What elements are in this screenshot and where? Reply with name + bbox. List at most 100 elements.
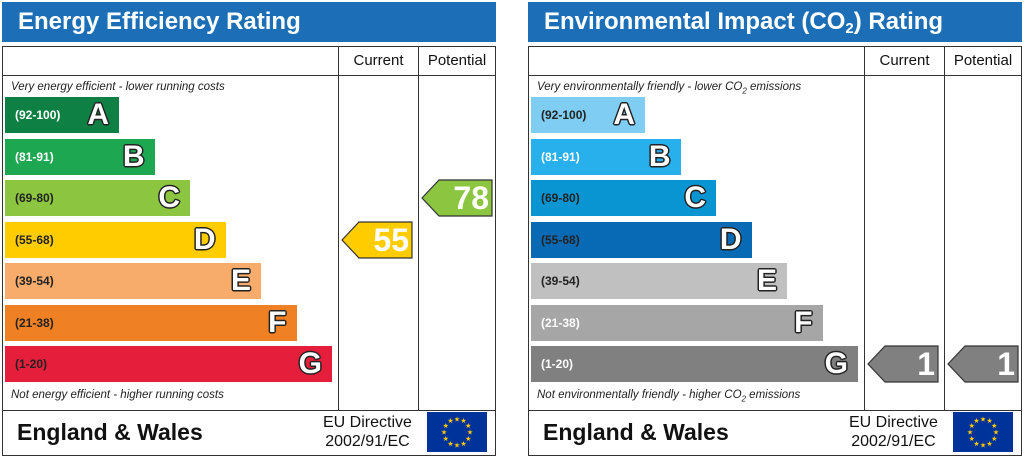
- environment-directive-line2: 2002/91/EC: [851, 433, 936, 450]
- energy-title: Energy Efficiency Rating: [2, 2, 496, 42]
- rating-value: 55: [373, 221, 409, 258]
- band-a: (92-100) A: [531, 97, 645, 133]
- band-c: (69-80) C: [5, 180, 190, 216]
- svg-text:★: ★: [986, 440, 992, 448]
- energy-potential-arrow: 78: [421, 179, 493, 217]
- band-letter: B: [648, 139, 671, 173]
- energy-top-note: Very energy efficient - lower running co…: [11, 81, 225, 93]
- environment-potential-arrow: 1: [947, 345, 1019, 383]
- svg-text:★: ★: [969, 435, 975, 443]
- rating-arrow-shape: [947, 345, 1019, 383]
- svg-text:★: ★: [991, 435, 997, 443]
- band-range: (92-100): [15, 108, 61, 122]
- energy-bottom-note: Not energy efficient - higher running co…: [11, 389, 224, 401]
- energy-directive-line2: 2002/91/EC: [325, 433, 410, 450]
- svg-text:★: ★: [986, 417, 992, 425]
- band-d: (55-68) D: [531, 221, 752, 258]
- svg-text:★: ★: [465, 422, 471, 430]
- svg-text:★: ★: [454, 442, 460, 450]
- environment-col-current: Current: [879, 52, 930, 69]
- band-letter: A: [613, 98, 635, 131]
- svg-text:★: ★: [443, 422, 449, 430]
- band-range: (1-20): [541, 357, 574, 371]
- band-c: (69-80) C: [531, 180, 716, 216]
- band-letter: C: [684, 181, 706, 214]
- band-letter: G: [298, 347, 322, 380]
- band-letter: G: [824, 347, 848, 380]
- rating-value: 1: [917, 346, 935, 382]
- svg-text:★: ★: [980, 416, 986, 424]
- svg-text:★: ★: [441, 429, 447, 437]
- svg-text:★: ★: [447, 417, 453, 425]
- band-range: (1-20): [15, 357, 48, 371]
- svg-text:★: ★: [973, 417, 979, 425]
- svg-text:★: ★: [460, 417, 466, 425]
- environment-directive-line1: EU Directive: [849, 414, 938, 431]
- band-letter: C: [158, 181, 180, 214]
- rating-arrow-shape: [867, 345, 939, 383]
- svg-text:★: ★: [467, 429, 473, 437]
- band-letter: B: [122, 139, 145, 173]
- band-range: (81-91): [15, 149, 54, 164]
- svg-text:★: ★: [980, 442, 986, 450]
- environment-chart-frame: Current Potential Very environmentally f…: [528, 46, 1022, 456]
- band-letter: F: [794, 305, 813, 339]
- band-range: (92-100): [541, 108, 587, 122]
- band-range: (21-38): [15, 315, 54, 330]
- band-g: (1-20) G: [531, 346, 858, 382]
- environment-col-potential: Potential: [953, 52, 1013, 69]
- energy-col-potential: Potential: [427, 52, 487, 69]
- band-range: (55-68): [541, 232, 580, 247]
- band-letter: E: [230, 264, 251, 297]
- eu-flag-icon: ★★★★★★★★★ ★ ★★: [953, 412, 1013, 452]
- band-letter: A: [87, 98, 109, 131]
- svg-text:★: ★: [969, 422, 975, 430]
- environment-rating-panel: Environmental Impact (CO2) Rating Curren…: [528, 0, 1022, 459]
- energy-col-current: Current: [353, 52, 404, 69]
- band-d: (55-68) D: [5, 221, 226, 258]
- band-range: (39-54): [541, 274, 580, 288]
- svg-text:★: ★: [967, 429, 973, 437]
- svg-text:★: ★: [454, 416, 460, 424]
- band-e: (39-54) E: [531, 263, 787, 299]
- rating-arrow-shape: [421, 179, 493, 217]
- energy-chart-frame: Current Potential Very energy efficient …: [2, 46, 496, 456]
- band-f: (21-38) F: [5, 304, 297, 341]
- environment-footer-name: England & Wales: [543, 419, 729, 445]
- band-range: (55-68): [15, 232, 54, 247]
- band-e: (39-54) E: [5, 263, 261, 299]
- environment-current-arrow: 1: [867, 345, 939, 383]
- band-letter: D: [193, 222, 216, 256]
- environment-bottom-note: Not environmentally friendly - higher CO…: [537, 389, 801, 404]
- svg-text:★: ★: [447, 440, 453, 448]
- environment-top-note: Very environmentally friendly - lower CO…: [537, 81, 802, 96]
- band-b: (81-91) B: [531, 138, 681, 175]
- rating-value: 78: [453, 180, 489, 216]
- band-g: (1-20) G: [5, 346, 332, 382]
- environment-footer-directive: EU Directive 2002/91/EC: [849, 413, 938, 451]
- band-range: (39-54): [15, 274, 54, 288]
- eu-flag-icon: ★★★★★★★★★ ★ ★★: [427, 412, 487, 452]
- band-letter: D: [719, 222, 742, 256]
- energy-footer-name: England & Wales: [17, 419, 203, 445]
- band-range: (69-80): [541, 191, 580, 205]
- svg-text:★: ★: [973, 440, 979, 448]
- band-letter: F: [268, 305, 287, 339]
- energy-directive-line1: EU Directive: [323, 414, 412, 431]
- rating-value: 1: [997, 346, 1015, 382]
- energy-current-arrow: 55: [341, 220, 413, 259]
- band-range: (21-38): [541, 315, 580, 330]
- svg-text:★: ★: [443, 435, 449, 443]
- band-f: (21-38) F: [531, 304, 823, 341]
- band-letter: E: [756, 264, 777, 297]
- svg-text:★: ★: [993, 429, 999, 437]
- environment-title: Environmental Impact (CO2) Rating: [528, 2, 1022, 42]
- svg-text:★: ★: [991, 422, 997, 430]
- rating-arrow-shape: [341, 220, 413, 259]
- band-range: (69-80): [15, 191, 54, 205]
- band-a: (92-100) A: [5, 97, 119, 133]
- energy-rating-panel: Energy Efficiency Rating Current Potenti…: [2, 0, 496, 459]
- svg-text:★: ★: [460, 440, 466, 448]
- svg-text:★: ★: [465, 435, 471, 443]
- band-b: (81-91) B: [5, 138, 155, 175]
